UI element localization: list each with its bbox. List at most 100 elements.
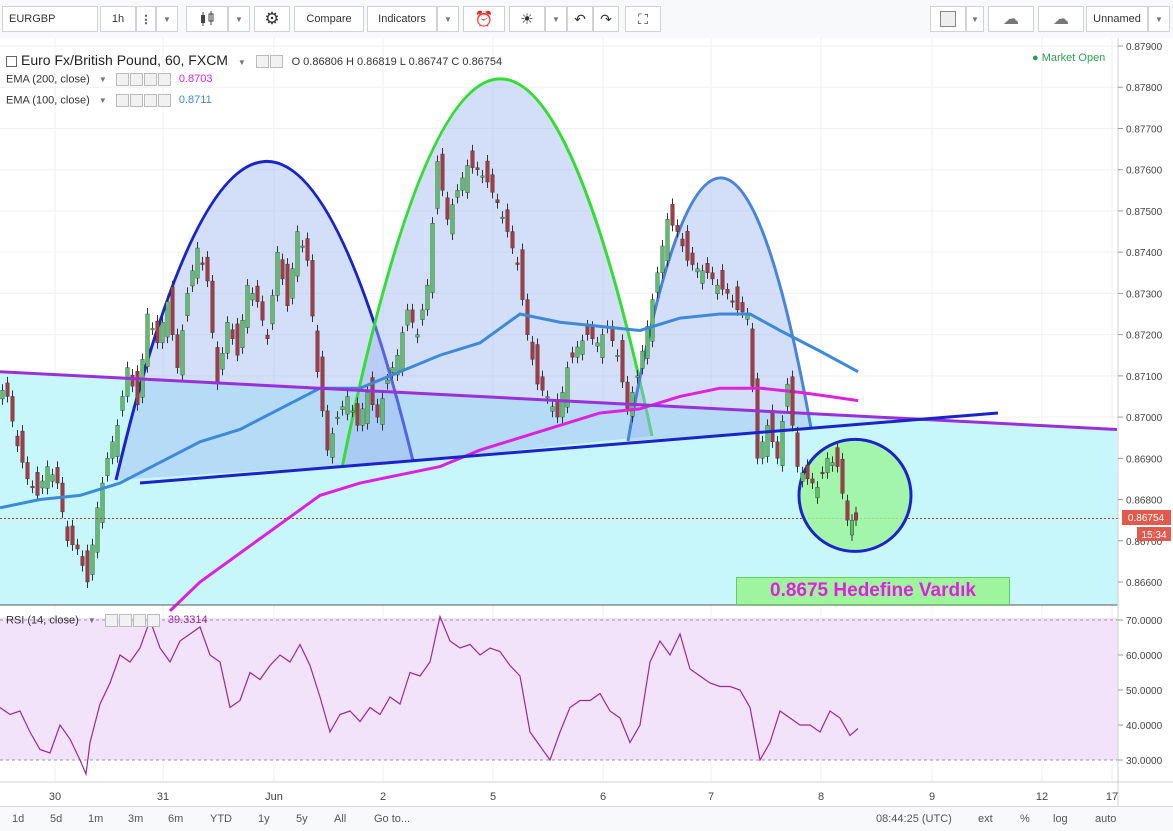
cloud-load-button[interactable]: ☁ <box>988 6 1034 32</box>
settings-icon[interactable] <box>129 94 143 107</box>
log-toggle[interactable]: log <box>1053 813 1068 825</box>
interval-chevron-button[interactable]: ▼ <box>156 6 178 32</box>
cloud-download-icon: ☁ <box>1003 11 1019 28</box>
auto-toggle[interactable]: auto <box>1095 813 1117 825</box>
candle-body <box>390 367 395 373</box>
candle-body <box>715 284 720 294</box>
range-button-3m[interactable]: 3m <box>128 813 144 825</box>
candle-body <box>45 466 50 489</box>
fullscreen-button[interactable]: ⛶ <box>625 6 661 32</box>
close-icon[interactable] <box>157 73 171 86</box>
time-axis[interactable]: 30 31 Jun 2 5 6 7 8 9 12 17 <box>49 791 1118 803</box>
candle-body <box>165 301 170 338</box>
eye-icon[interactable] <box>104 614 118 627</box>
candle-body <box>854 512 859 521</box>
indicators-button[interactable]: Indicators <box>367 6 437 32</box>
candle-body <box>240 319 245 349</box>
plus-icon[interactable] <box>143 94 157 107</box>
time-tick-label: 8 <box>818 791 824 803</box>
candle-body <box>595 342 600 347</box>
eye-icon[interactable] <box>115 94 129 107</box>
market-status: ● Market Open <box>1032 52 1105 64</box>
candle-body <box>475 167 480 170</box>
range-button-all[interactable]: All <box>334 813 347 825</box>
rsi-tick-label: 60.0000 <box>1126 651 1163 662</box>
candle-body <box>300 245 305 248</box>
range-button-1m[interactable]: 1m <box>88 813 104 825</box>
chart-canvas[interactable]: 0.87900 0.87800 0.87700 0.87600 0.87500 0.874… <box>0 38 1173 806</box>
range-button-5d[interactable]: 5d <box>50 813 63 825</box>
cloud-save-button[interactable]: ☁ <box>1038 6 1084 32</box>
symbol-search-input[interactable]: EURGBP <box>2 6 98 32</box>
plus-icon[interactable] <box>132 614 146 627</box>
settings-icon[interactable] <box>118 614 132 627</box>
chart-style-chevron[interactable]: ▼ <box>228 6 250 32</box>
candle-body <box>500 216 505 219</box>
candle-body <box>700 270 705 284</box>
chevron-down-icon[interactable]: ▼ <box>237 58 246 67</box>
layout-chevron[interactable]: ▼ <box>966 6 984 32</box>
settings-icon[interactable] <box>269 54 283 68</box>
compare-button[interactable]: Compare <box>294 6 364 32</box>
ext-toggle[interactable]: ext <box>978 813 993 825</box>
chart-container: 0.87900 0.87800 0.87700 0.87600 0.87500 0.874… <box>0 38 1173 806</box>
candle-body <box>570 352 575 358</box>
interval-dropdown-button[interactable]: ⋮ <box>136 6 156 32</box>
close-icon[interactable] <box>146 614 160 627</box>
layout-name-button[interactable]: Unnamed <box>1086 6 1148 32</box>
candle-body <box>795 432 800 467</box>
candle-body <box>0 390 5 400</box>
undo-button[interactable]: ↶ <box>567 6 593 32</box>
settings-icon[interactable] <box>129 73 143 86</box>
candle-body <box>75 544 80 550</box>
head-fill <box>342 78 652 468</box>
layout-name-chevron[interactable]: ▼ <box>1148 6 1170 32</box>
range-button-1y[interactable]: 1y <box>258 813 270 825</box>
candle-body <box>375 404 380 418</box>
ideas-chevron[interactable]: ▼ <box>545 6 567 32</box>
alert-button[interactable]: ⏰ <box>463 6 505 32</box>
candle-body <box>825 458 830 473</box>
candle-body <box>410 309 415 323</box>
indicators-chevron[interactable]: ▼ <box>437 6 459 32</box>
plus-icon[interactable] <box>143 73 157 86</box>
candle-body <box>675 225 680 232</box>
price-axis[interactable]: 0.87900 0.87800 0.87700 0.87600 0.87500 0.874… <box>1118 42 1163 589</box>
candle-body <box>830 462 835 466</box>
candle-body <box>265 334 270 339</box>
ideas-button[interactable]: ☀ <box>509 6 545 32</box>
range-button-1d[interactable]: 1d <box>12 813 25 825</box>
candle-body <box>105 458 110 476</box>
interval-button[interactable]: 1h <box>100 6 136 32</box>
compare-label: Compare <box>306 13 352 25</box>
candle-body <box>810 478 815 484</box>
neckline[interactable] <box>139 411 999 485</box>
chevron-down-icon[interactable]: ▼ <box>98 96 107 106</box>
candle-body <box>590 326 595 339</box>
eye-icon[interactable] <box>255 54 269 68</box>
chevron-down-icon[interactable]: ▼ <box>98 75 107 85</box>
rsi-axis[interactable]: 70.0000 60.0000 50.0000 40.0000 30.0000 <box>1118 616 1163 767</box>
chevron-down-icon[interactable]: ▼ <box>87 616 96 626</box>
redo-button[interactable]: ↷ <box>593 6 619 32</box>
eye-icon[interactable] <box>115 73 129 86</box>
time-tick-label: 9 <box>929 791 935 803</box>
layout-button[interactable] <box>930 6 966 32</box>
candle-body <box>505 209 510 232</box>
candle-body <box>735 286 740 311</box>
collapse-icon[interactable] <box>6 55 17 67</box>
settings-button[interactable]: ⚙ <box>254 6 290 32</box>
chart-style-button[interactable] <box>186 6 228 32</box>
left-shoulder-fill <box>116 161 413 480</box>
percent-toggle[interactable]: % <box>1020 813 1030 825</box>
goto-button[interactable]: Go to... <box>374 813 411 825</box>
candle-body <box>50 474 55 482</box>
candle-body <box>490 174 495 193</box>
range-button-6m[interactable]: 6m <box>168 813 184 825</box>
range-button-5y[interactable]: 5y <box>296 813 308 825</box>
candle-body <box>725 289 730 294</box>
target-annotation[interactable]: 0.8675 Hedefine Vardık <box>736 577 1010 605</box>
ema200-label: EMA (200, close) <box>6 73 90 86</box>
range-button-ytd[interactable]: YTD <box>210 813 232 825</box>
close-icon[interactable] <box>157 94 171 107</box>
